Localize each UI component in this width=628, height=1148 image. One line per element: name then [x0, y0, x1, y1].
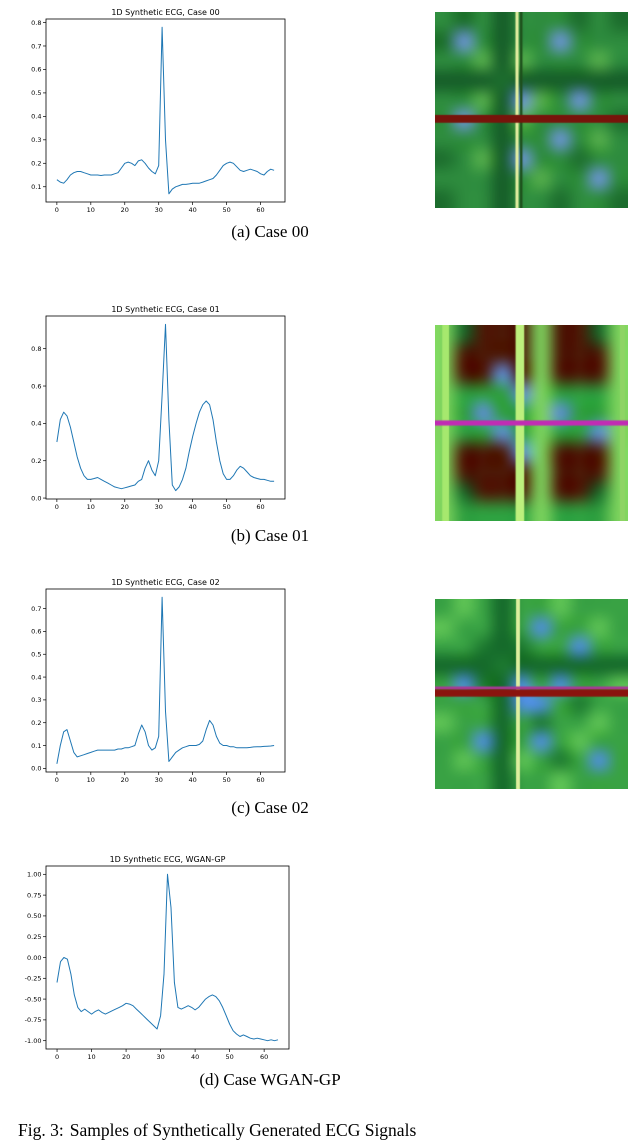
svg-text:50: 50 — [225, 1053, 233, 1061]
svg-text:0.6: 0.6 — [31, 628, 41, 636]
recurrence-heatmap-case-01 — [435, 325, 628, 521]
svg-text:1D Synthetic ECG, WGAN-GP: 1D Synthetic ECG, WGAN-GP — [110, 855, 226, 864]
svg-text:10: 10 — [87, 206, 95, 214]
svg-text:40: 40 — [189, 206, 197, 214]
svg-text:20: 20 — [122, 1053, 130, 1061]
ecg-line-chart-wgan-gp: 0 10 20 30 40 50 60 -1.00 -0.75 -0.50 -0.25 0.00 0.2… — [25, 855, 290, 1061]
svg-text:30: 30 — [155, 206, 163, 214]
svg-text:1D Synthetic ECG, Case 01: 1D Synthetic ECG, Case 01 — [111, 305, 219, 314]
svg-text:0.5: 0.5 — [31, 89, 41, 97]
svg-text:0.50: 0.50 — [27, 912, 41, 920]
svg-text:0.7: 0.7 — [31, 605, 41, 613]
svg-text:0.5: 0.5 — [31, 651, 41, 659]
svg-text:0.2: 0.2 — [31, 160, 41, 168]
subfigure-caption-c: (c) Case 02 — [231, 798, 309, 817]
svg-text:0.6: 0.6 — [31, 66, 41, 74]
svg-text:0.3: 0.3 — [31, 696, 41, 704]
svg-text:0: 0 — [55, 503, 59, 511]
svg-text:0.4: 0.4 — [31, 420, 41, 428]
svg-text:0.3: 0.3 — [31, 136, 41, 144]
recurrence-heatmap-case-02 — [435, 599, 628, 789]
svg-text:10: 10 — [87, 1053, 95, 1061]
figure-caption-text: Samples of Synthetically Generated ECG S… — [69, 1120, 417, 1140]
svg-text:0: 0 — [55, 776, 59, 784]
figure-caption: Fig. 3: Samples of Synthetically Generate… — [18, 1120, 628, 1141]
figure-label: Fig. 3: — [18, 1120, 64, 1140]
svg-text:0: 0 — [55, 1053, 59, 1061]
svg-text:0.1: 0.1 — [31, 183, 41, 191]
svg-text:1D Synthetic ECG, Case 00: 1D Synthetic ECG, Case 00 — [111, 8, 219, 17]
ecg-line-chart-case-00: 0 10 20 30 40 50 60 0.1 0.2 0.3 0.4 0.5 0.6 0.7 0.8 1D … — [31, 8, 286, 214]
subfigure-caption-d: (d) Case WGAN-GP — [199, 1070, 341, 1089]
svg-text:0.1: 0.1 — [31, 742, 41, 750]
svg-text:20: 20 — [121, 503, 129, 511]
svg-text:10: 10 — [87, 503, 95, 511]
svg-text:50: 50 — [222, 206, 230, 214]
svg-text:0.2: 0.2 — [31, 719, 41, 727]
svg-text:30: 30 — [156, 1053, 164, 1061]
svg-text:50: 50 — [222, 503, 230, 511]
svg-text:30: 30 — [155, 776, 163, 784]
svg-text:-0.25: -0.25 — [25, 975, 42, 983]
svg-text:-0.75: -0.75 — [25, 1016, 42, 1024]
svg-text:40: 40 — [191, 1053, 199, 1061]
svg-text:0.4: 0.4 — [31, 673, 41, 681]
subfigure-caption-b: (b) Case 01 — [230, 526, 310, 545]
svg-text:40: 40 — [189, 503, 197, 511]
svg-text:0.8: 0.8 — [31, 345, 41, 353]
svg-text:20: 20 — [121, 206, 129, 214]
svg-text:60: 60 — [256, 503, 264, 511]
recurrence-heatmap-case-00 — [435, 12, 628, 208]
ecg-line-chart-case-01: 0 10 20 30 40 50 60 0.0 0.2 0.4 0.6 0.8 1D Synthetic… — [31, 305, 286, 511]
svg-text:0.4: 0.4 — [31, 113, 41, 121]
svg-text:-0.50: -0.50 — [25, 995, 42, 1003]
svg-text:0: 0 — [55, 206, 59, 214]
svg-text:-1.00: -1.00 — [25, 1037, 42, 1045]
svg-text:60: 60 — [256, 206, 264, 214]
svg-text:0.6: 0.6 — [31, 382, 41, 390]
svg-text:10: 10 — [87, 776, 95, 784]
svg-text:0.7: 0.7 — [31, 42, 41, 50]
svg-text:60: 60 — [260, 1053, 268, 1061]
svg-text:0.75: 0.75 — [27, 891, 41, 899]
svg-text:0.8: 0.8 — [31, 19, 41, 27]
svg-text:40: 40 — [189, 776, 197, 784]
svg-text:60: 60 — [256, 776, 264, 784]
svg-text:50: 50 — [222, 776, 230, 784]
svg-text:0.2: 0.2 — [31, 457, 41, 465]
svg-text:1D Synthetic ECG, Case 02: 1D Synthetic ECG, Case 02 — [111, 578, 219, 587]
svg-text:1.00: 1.00 — [27, 871, 41, 879]
subfigure-caption-a: (a) Case 00 — [231, 222, 309, 241]
svg-text:0.00: 0.00 — [27, 954, 41, 962]
svg-text:0.0: 0.0 — [31, 765, 41, 773]
svg-text:0.0: 0.0 — [31, 494, 41, 502]
ecg-line-chart-case-02: 0 10 20 30 40 50 60 0.0 0.1 0.2 0.3 0.4 0.5 0.6 0.7 1D … — [31, 578, 286, 784]
svg-text:0.25: 0.25 — [27, 933, 41, 941]
svg-text:30: 30 — [155, 503, 163, 511]
svg-text:20: 20 — [121, 776, 129, 784]
